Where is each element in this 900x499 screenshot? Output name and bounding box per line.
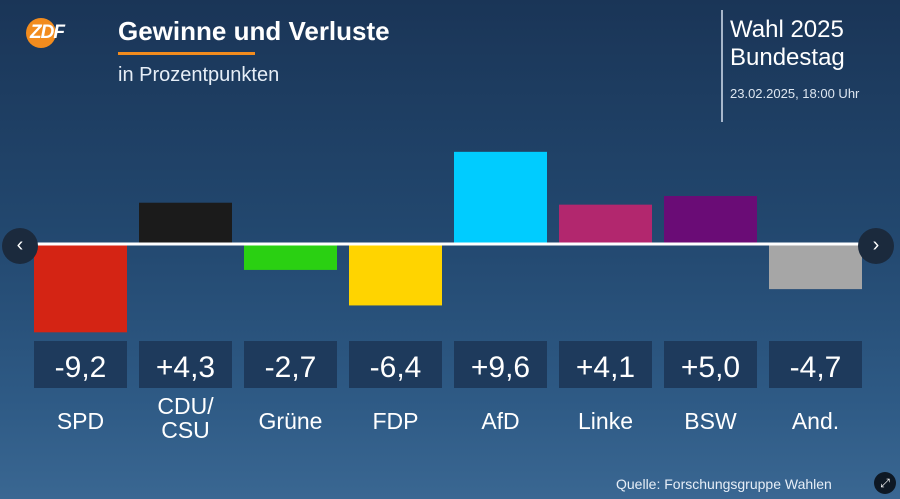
value-label-box	[244, 341, 337, 388]
chevron-left-icon[interactable]: ‹	[2, 228, 38, 264]
logo-text: ZDF	[30, 22, 65, 43]
bar	[769, 244, 862, 290]
value-label-box	[454, 341, 547, 388]
bar	[244, 244, 337, 270]
value-label: -4,7	[790, 351, 842, 384]
value-label-box	[769, 341, 862, 388]
value-label: -2,7	[265, 351, 317, 384]
category-label: SPD	[57, 408, 104, 434]
page-title: Gewinne und Verluste	[118, 16, 390, 46]
election-date: 23.02.2025, 18:00 Uhr	[730, 86, 860, 101]
category-label: BSW	[684, 408, 737, 434]
value-label-box	[34, 341, 127, 388]
title-underline	[118, 52, 255, 55]
bar	[349, 244, 442, 306]
logo-circle	[26, 18, 56, 48]
value-label-box	[664, 341, 757, 388]
value-label: -6,4	[370, 351, 422, 384]
category-label: CDU/	[157, 393, 214, 419]
category-label: Linke	[578, 408, 633, 434]
bar	[454, 151, 547, 244]
category-label: CSU	[161, 417, 210, 443]
page-subtitle: in Prozentpunkten	[118, 64, 280, 86]
value-label: +4,1	[576, 351, 635, 384]
election-title: Wahl 2025	[730, 16, 844, 43]
category-label: FDP	[373, 408, 419, 434]
bar	[559, 204, 652, 244]
election-subtitle: Bundestag	[730, 44, 845, 71]
source-text: Quelle: Forschungsgruppe Wahlen	[616, 476, 832, 492]
category-label: And.	[792, 408, 839, 434]
value-label-box	[139, 341, 232, 388]
category-label: Grüne	[259, 408, 323, 434]
chevron-right-icon[interactable]: ›	[858, 228, 894, 264]
value-label: -9,2	[55, 351, 107, 384]
bar	[664, 196, 757, 244]
value-label: +5,0	[681, 351, 740, 384]
expand-icon[interactable]: ⤢	[874, 472, 896, 494]
header-divider	[721, 10, 723, 122]
value-label: +9,6	[471, 351, 530, 384]
bar	[34, 244, 127, 333]
value-label-box	[559, 341, 652, 388]
value-label: +4,3	[156, 351, 215, 384]
bar	[139, 202, 232, 244]
zdf-logo: ZDF	[26, 18, 88, 48]
value-label-box	[349, 341, 442, 388]
category-label: AfD	[481, 408, 519, 434]
